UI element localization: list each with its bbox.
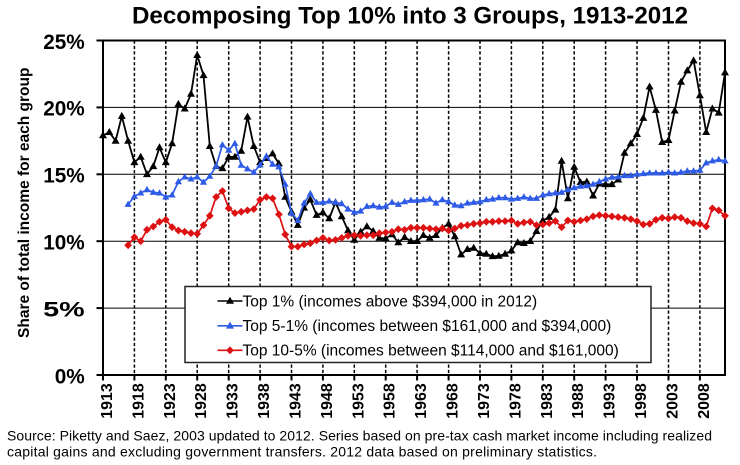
svg-text:Top 1% (incomes above $394,000: Top 1% (incomes above $394,000 in 2012): [243, 293, 538, 310]
svg-text:1968: 1968: [445, 383, 462, 419]
svg-text:20%: 20%: [43, 98, 85, 121]
svg-text:0%: 0%: [55, 365, 85, 388]
svg-text:Top 10-5% (incomes between $11: Top 10-5% (incomes between $114,000 and …: [243, 343, 619, 360]
svg-text:1928: 1928: [193, 383, 210, 419]
svg-text:1978: 1978: [507, 383, 524, 419]
svg-text:Top 5-1% (incomes between $161: Top 5-1% (incomes between $161,000 and $…: [243, 318, 612, 335]
svg-text:1983: 1983: [539, 383, 556, 419]
svg-text:Share of total income for each: Share of total income for each group: [16, 68, 33, 338]
svg-text:2008: 2008: [696, 383, 713, 419]
svg-text:1988: 1988: [570, 383, 587, 419]
svg-text:Decomposing Top 10% into 3 Gro: Decomposing Top 10% into 3 Groups, 1913-…: [132, 3, 688, 30]
svg-text:1923: 1923: [162, 383, 179, 419]
svg-text:1953: 1953: [350, 383, 367, 419]
svg-text:capital gains and excluding go: capital gains and excluding government t…: [7, 444, 597, 460]
svg-text:15%: 15%: [43, 165, 85, 188]
svg-text:1973: 1973: [476, 383, 493, 419]
svg-text:25%: 25%: [43, 31, 85, 54]
svg-text:1998: 1998: [633, 383, 650, 419]
svg-text:2003: 2003: [665, 383, 682, 419]
svg-text:1963: 1963: [413, 383, 430, 419]
svg-text:1943: 1943: [288, 383, 305, 419]
svg-text:1958: 1958: [382, 383, 399, 419]
svg-text:Source: Piketty and Saez, 2003: Source: Piketty and Saez, 2003 updated t…: [7, 427, 712, 443]
svg-text:5%: 5%: [43, 298, 85, 321]
svg-text:1938: 1938: [256, 383, 273, 419]
svg-text:10%: 10%: [43, 232, 85, 255]
svg-text:1913: 1913: [99, 383, 116, 419]
svg-text:1993: 1993: [602, 383, 619, 419]
svg-text:1918: 1918: [130, 383, 147, 419]
svg-text:1933: 1933: [225, 383, 242, 419]
svg-text:1948: 1948: [319, 383, 336, 419]
